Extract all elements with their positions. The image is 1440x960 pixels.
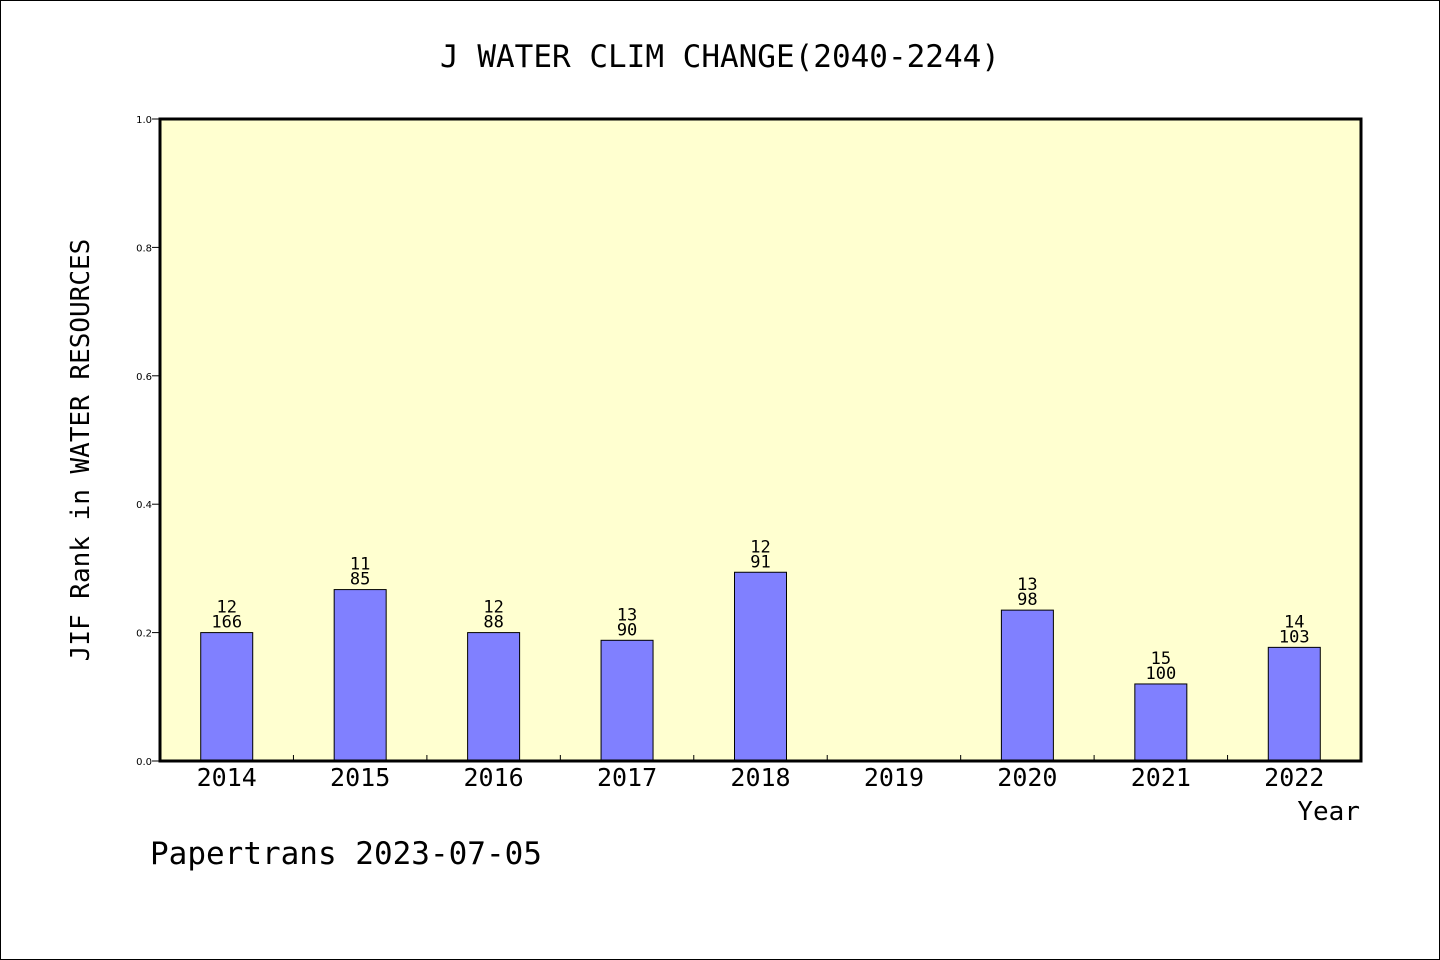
bar: [200, 632, 254, 762]
bar-series: [200, 571, 1321, 762]
bar: [1267, 646, 1321, 762]
bar-total-label: 91: [750, 552, 770, 572]
x-tick-label: 2016: [464, 763, 524, 792]
plot-border: [158, 117, 1363, 763]
y-tick-label: 0.6: [136, 372, 152, 383]
bar-total-label: 98: [1017, 590, 1037, 610]
bar: [734, 571, 787, 762]
bar: [467, 632, 521, 762]
bar-total-label: 88: [483, 613, 503, 633]
x-tick-label: 2015: [330, 763, 390, 792]
y-axis: 0.0 0.2 0.4 0.6 0.8 1.0: [136, 115, 160, 768]
bar-rank-label: 14: [1284, 612, 1304, 632]
y-tick-label: 0.8: [136, 243, 152, 254]
x-tick-label: 2014: [197, 763, 257, 792]
bar: [333, 589, 387, 762]
x-tick-label: 2018: [730, 763, 790, 792]
bar-rank-label: 13: [617, 605, 637, 625]
y-axis-label: JIF Rank in WATER RESOURCES: [66, 239, 96, 662]
x-axis: 2014 2015 2016 2017 2018 2019 2020 2021 2022: [197, 755, 1324, 792]
bar-total-label: 166: [211, 613, 242, 633]
y-tick-label: 0.2: [136, 629, 152, 640]
y-tick-label: 0.0: [136, 757, 152, 768]
bar-total-label: 100: [1145, 664, 1176, 684]
x-tick-label: 2019: [864, 763, 924, 792]
bar-rank-label: 12: [216, 598, 236, 618]
bar: [1000, 609, 1054, 762]
footer-credit: Papertrans 2023-07-05: [150, 836, 542, 872]
bar-rank-label: 11: [350, 555, 370, 575]
x-tick-label: 2022: [1264, 763, 1324, 792]
bar-total-label: 85: [350, 570, 370, 590]
bar: [600, 639, 654, 762]
bar-rank-label: 12: [483, 598, 503, 618]
y-tick-label: 1.0: [136, 115, 152, 126]
x-tick-label: 2021: [1131, 763, 1191, 792]
x-tick-label: 2017: [597, 763, 657, 792]
bar: [1134, 683, 1188, 762]
chart-title: J WATER CLIM CHANGE(2040-2244): [440, 39, 1000, 75]
bar-rank-label: 15: [1151, 649, 1171, 669]
x-axis-label: Year: [1297, 797, 1360, 827]
x-tick-label: 2020: [997, 763, 1057, 792]
bar-rank-label: 13: [1017, 575, 1037, 595]
y-tick-label: 0.4: [136, 500, 152, 511]
bar-rank-label: 12: [750, 537, 770, 557]
bar-total-label: 103: [1279, 627, 1310, 647]
bar-total-label: 90: [617, 620, 637, 640]
